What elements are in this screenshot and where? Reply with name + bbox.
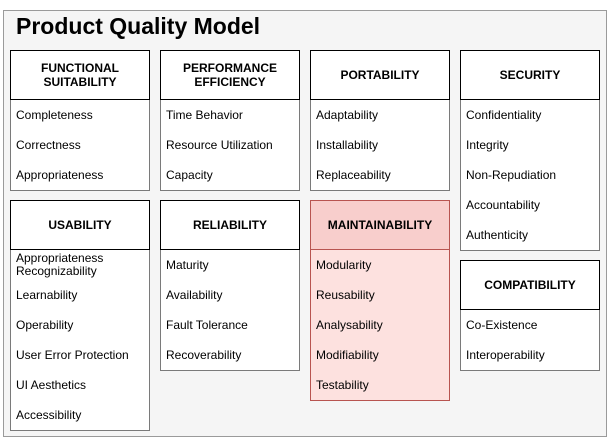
card-maintainability: MAINTAINABILITY Modularity Reusability A… xyxy=(310,200,450,401)
card-header-label: PORTABILITY xyxy=(340,68,420,82)
list-item: Adaptability xyxy=(316,107,379,122)
card-performance-efficiency: PERFORMANCE EFFICIENCY Time Behavior Res… xyxy=(160,50,300,191)
card-header-label: RELIABILITY xyxy=(193,218,267,232)
card-header-label: FUNCTIONAL SUITABILITY xyxy=(41,61,119,89)
list-item: Accessibility xyxy=(16,407,82,422)
list-item: Learnability xyxy=(16,287,78,302)
list-item: Appropriateness xyxy=(16,167,104,182)
card-items: Modularity Reusability Analysability Mod… xyxy=(310,250,450,401)
card-header: MAINTAINABILITY xyxy=(310,200,450,250)
card-portability: PORTABILITY Adaptability Installability … xyxy=(310,50,450,191)
card-header-label: MAINTAINABILITY xyxy=(327,218,433,232)
list-item: User Error Protection xyxy=(16,347,129,362)
list-item: Completeness xyxy=(16,107,93,122)
list-item: Reusability xyxy=(316,287,375,302)
card-items: Confidentiality Integrity Non-Repudiatio… xyxy=(460,100,600,251)
list-item: Maturity xyxy=(166,257,209,272)
list-item: Integrity xyxy=(466,137,509,152)
list-item: Replaceability xyxy=(316,167,391,182)
card-header: COMPATIBILITY xyxy=(460,260,600,310)
list-item: Non-Repudiation xyxy=(466,167,557,182)
card-items: Time Behavior Resource Utilization Capac… xyxy=(160,100,300,191)
list-item: Authenticity xyxy=(466,227,529,242)
list-item: Installability xyxy=(316,137,379,152)
card-header-label: USABILITY xyxy=(48,218,112,232)
list-item: Fault Tolerance xyxy=(166,317,248,332)
list-item: Modularity xyxy=(316,257,372,272)
list-item: Resource Utilization xyxy=(166,137,273,152)
card-items: Co-Existence Interoperability xyxy=(460,310,600,371)
list-item: Correctness xyxy=(16,137,81,152)
list-item: UI Aesthetics xyxy=(16,377,87,392)
list-item: Appropriateness Recognizability xyxy=(16,251,104,278)
card-header: FUNCTIONAL SUITABILITY xyxy=(10,50,150,100)
diagram-title: Product Quality Model xyxy=(16,13,261,39)
card-compatibility: COMPATIBILITY Co-Existence Interoperabil… xyxy=(460,260,600,371)
card-items: Maturity Availability Fault Tolerance Re… xyxy=(160,250,300,371)
card-security: SECURITY Confidentiality Integrity Non-R… xyxy=(460,50,600,251)
list-item: Modifiability xyxy=(316,347,379,362)
list-item: Recoverability xyxy=(166,347,242,362)
card-items: Appropriateness Recognizability Learnabi… xyxy=(10,250,150,431)
list-item: Availability xyxy=(166,287,223,302)
card-header: SECURITY xyxy=(460,50,600,100)
card-header: RELIABILITY xyxy=(160,200,300,250)
list-item: Co-Existence xyxy=(466,317,538,332)
list-item: Capacity xyxy=(166,167,213,182)
card-header-label: COMPATIBILITY xyxy=(484,278,576,292)
list-item: Interoperability xyxy=(466,347,545,362)
card-usability: USABILITY Appropriateness Recognizabilit… xyxy=(10,200,150,431)
card-header: USABILITY xyxy=(10,200,150,250)
card-items: Adaptability Installability Replaceabili… xyxy=(310,100,450,191)
card-header-label: SECURITY xyxy=(499,68,561,82)
list-item: Accountability xyxy=(466,197,541,212)
card-items: Completeness Correctness Appropriateness xyxy=(10,100,150,191)
list-item: Confidentiality xyxy=(466,107,542,122)
card-reliability: RELIABILITY Maturity Availability Fault … xyxy=(160,200,300,371)
card-header: PERFORMANCE EFFICIENCY xyxy=(160,50,300,100)
list-item: Testability xyxy=(316,377,369,392)
card-functional-suitability: FUNCTIONAL SUITABILITY Completeness Corr… xyxy=(10,50,150,191)
list-item: Time Behavior xyxy=(166,107,243,122)
card-header: PORTABILITY xyxy=(310,50,450,100)
list-item: Operability xyxy=(16,317,74,332)
card-header-label: PERFORMANCE EFFICIENCY xyxy=(182,61,277,89)
list-item: Analysability xyxy=(316,317,383,332)
